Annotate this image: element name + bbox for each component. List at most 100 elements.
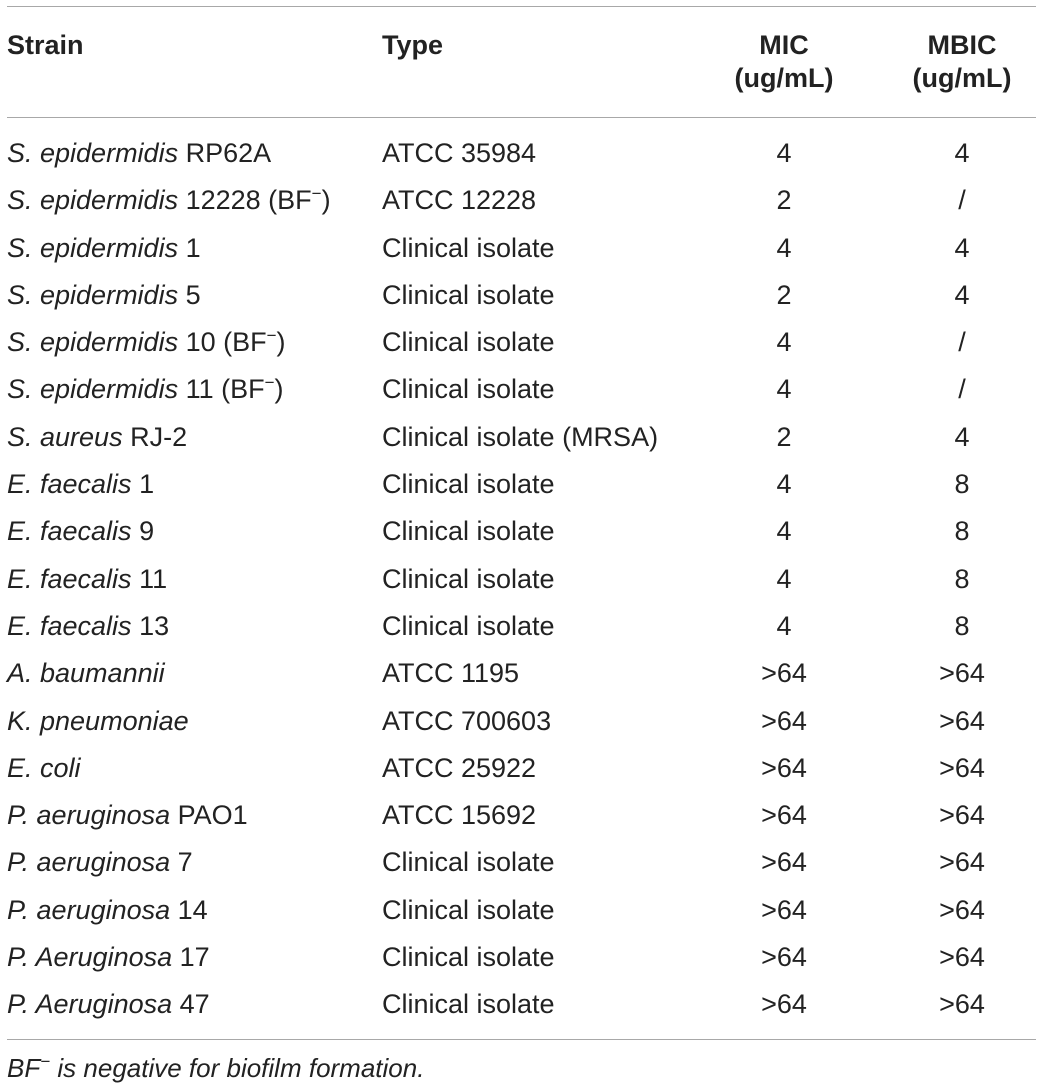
table-row: S. epidermidis 12228 (BF−) ATCC 12228 2 / bbox=[7, 177, 1036, 224]
strain-superscript: − bbox=[266, 326, 277, 346]
mic-cell: >64 bbox=[761, 847, 807, 878]
strain-cell: S. epidermidis 11 (BF−) bbox=[7, 366, 284, 413]
type-cell: Clinical isolate bbox=[382, 374, 555, 405]
table-row: P. aeruginosa 14 Clinical isolate >64 >64 bbox=[7, 887, 1036, 934]
header-mbic: MBIC (ug/mL) bbox=[897, 29, 1027, 95]
table-row: S. epidermidis RP62A ATCC 35984 4 4 bbox=[7, 130, 1036, 177]
type-cell: Clinical isolate bbox=[382, 847, 555, 878]
table-body: S. epidermidis RP62A ATCC 35984 4 4 S. epide… bbox=[7, 118, 1036, 1039]
strain-cell: S. epidermidis RP62A bbox=[7, 130, 271, 177]
header-mbic-line1: MBIC bbox=[927, 30, 997, 60]
footnote-text: is negative for biofilm formation. bbox=[50, 1052, 425, 1083]
strain-suffix: 9 bbox=[131, 516, 155, 547]
species-name: E. faecalis bbox=[7, 563, 132, 594]
type-cell: Clinical isolate bbox=[382, 989, 555, 1020]
top-rule bbox=[7, 6, 1036, 7]
strain-suffix: 14 bbox=[170, 894, 208, 925]
mbic-cell: >64 bbox=[939, 705, 985, 736]
header-strain: Strain bbox=[7, 30, 84, 60]
table-row: S. epidermidis 10 (BF−) Clinical isolate 4… bbox=[7, 319, 1036, 366]
table-row: K. pneumoniae ATCC 700603 >64 >64 bbox=[7, 698, 1036, 745]
header-mic-line2: (ug/mL) bbox=[734, 63, 834, 93]
strain-cell: K. pneumoniae bbox=[7, 698, 189, 745]
table-row: S. epidermidis 1 Clinical isolate 4 4 bbox=[7, 225, 1036, 272]
strain-cell: S. epidermidis 1 bbox=[7, 225, 201, 272]
strain-cell: E. faecalis 11 bbox=[7, 556, 167, 603]
table-row: P. aeruginosa PAO1 ATCC 15692 >64 >64 bbox=[7, 792, 1036, 839]
type-cell: ATCC 12228 bbox=[382, 185, 537, 216]
mic-cell: >64 bbox=[761, 658, 807, 689]
mic-cell: 4 bbox=[776, 563, 792, 594]
mic-cell: >64 bbox=[761, 894, 807, 925]
strain-superscript: − bbox=[311, 184, 322, 204]
type-cell: Clinical isolate bbox=[382, 942, 555, 973]
footnote-sup: − bbox=[40, 1051, 51, 1071]
mbic-cell: 8 bbox=[954, 610, 970, 641]
header-mbic-line2: (ug/mL) bbox=[912, 63, 1012, 93]
species-name: S. aureus bbox=[7, 421, 123, 452]
strain-cell: A. baumannii bbox=[7, 650, 165, 697]
mbic-cell: / bbox=[958, 327, 966, 358]
mbic-cell: / bbox=[958, 185, 966, 216]
mbic-cell: 4 bbox=[954, 138, 970, 168]
header-rule bbox=[7, 117, 1036, 118]
species-name: S. epidermidis bbox=[7, 327, 179, 358]
type-cell: Clinical isolate bbox=[382, 516, 555, 547]
species-name: S. epidermidis bbox=[7, 279, 179, 310]
table-row: E. coli ATCC 25922 >64 >64 bbox=[7, 745, 1036, 792]
strain-cell: E. faecalis 9 bbox=[7, 508, 154, 555]
bottom-rule bbox=[7, 1038, 1036, 1040]
mbic-cell: 4 bbox=[954, 421, 970, 452]
strain-suffix: 13 bbox=[131, 610, 170, 641]
mic-cell: 2 bbox=[776, 421, 792, 452]
table-row: P. Aeruginosa 47 Clinical isolate >64 >64 bbox=[7, 981, 1036, 1028]
strain-suffix-close: ) bbox=[276, 327, 286, 358]
strain-suffix: RP62A bbox=[178, 138, 272, 168]
table-row: P. Aeruginosa 17 Clinical isolate >64 >64 bbox=[7, 934, 1036, 981]
table-row: A. baumannii ATCC 1195 >64 >64 bbox=[7, 650, 1036, 697]
table-row: E. faecalis 11 Clinical isolate 4 8 bbox=[7, 556, 1036, 603]
strain-suffix: 10 (BF bbox=[178, 327, 267, 358]
mic-cell: 2 bbox=[776, 185, 792, 216]
data-table: Strain Type MIC (ug/mL) MBIC (ug/mL) S. … bbox=[7, 6, 1036, 1084]
mic-cell: >64 bbox=[761, 942, 807, 973]
strain-cell: P. aeruginosa 14 bbox=[7, 887, 208, 934]
mic-cell: 4 bbox=[776, 516, 792, 547]
type-cell: Clinical isolate bbox=[382, 279, 555, 310]
strain-suffix: 7 bbox=[170, 847, 193, 878]
species-name: P. Aeruginosa bbox=[7, 942, 173, 973]
type-cell: ATCC 1195 bbox=[382, 658, 520, 689]
strain-suffix: 12228 (BF bbox=[178, 185, 312, 216]
mbic-cell: >64 bbox=[939, 847, 985, 878]
strain-cell: E. faecalis 13 bbox=[7, 603, 169, 650]
table-row: P. aeruginosa 7 Clinical isolate >64 >64 bbox=[7, 839, 1036, 886]
strain-suffix: 11 (BF bbox=[178, 374, 265, 405]
strain-suffix: RJ-2 bbox=[122, 421, 188, 452]
table-row: E. faecalis 9 Clinical isolate 4 8 bbox=[7, 508, 1036, 555]
mbic-cell: >64 bbox=[939, 658, 985, 689]
strain-cell: S. epidermidis 10 (BF−) bbox=[7, 319, 286, 366]
type-cell: ATCC 35984 bbox=[382, 138, 537, 168]
strain-cell: P. Aeruginosa 47 bbox=[7, 981, 210, 1028]
species-name: P. Aeruginosa bbox=[7, 989, 173, 1020]
type-cell: Clinical isolate bbox=[382, 563, 555, 594]
strain-superscript: − bbox=[264, 373, 275, 393]
strain-cell: P. aeruginosa 7 bbox=[7, 839, 193, 886]
type-cell: ATCC 15692 bbox=[382, 800, 537, 831]
strain-suffix: 5 bbox=[178, 279, 201, 310]
mic-cell: >64 bbox=[761, 800, 807, 831]
mbic-cell: 4 bbox=[954, 279, 970, 310]
species-name: P. aeruginosa bbox=[7, 847, 171, 878]
species-name: A. baumannii bbox=[7, 658, 165, 689]
species-name: E. coli bbox=[7, 752, 81, 783]
species-name: P. aeruginosa bbox=[7, 800, 171, 831]
mbic-cell: 8 bbox=[954, 469, 970, 500]
type-cell: Clinical isolate bbox=[382, 610, 555, 641]
strain-suffix: 47 bbox=[172, 989, 210, 1020]
table-row: E. faecalis 13 Clinical isolate 4 8 bbox=[7, 603, 1036, 650]
mbic-cell: >64 bbox=[939, 752, 985, 783]
strain-cell: E. coli bbox=[7, 745, 81, 792]
strain-suffix: 11 bbox=[131, 563, 168, 594]
mbic-cell: 8 bbox=[954, 516, 970, 547]
mic-cell: 2 bbox=[776, 279, 792, 310]
